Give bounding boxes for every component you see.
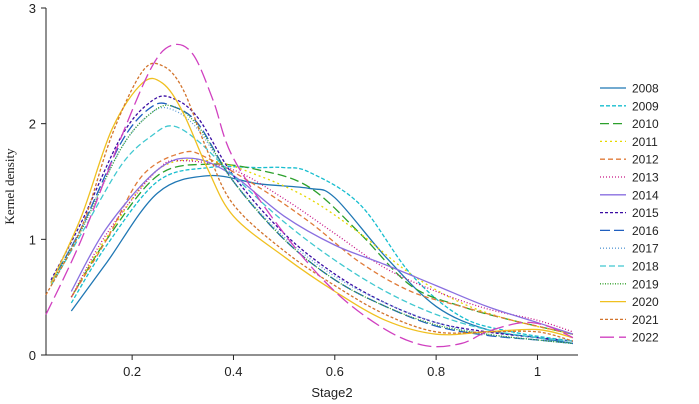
legend-label-2009: 2009 — [632, 99, 659, 113]
x-tick-label: 0.4 — [224, 364, 242, 379]
series-line-2014 — [70, 157, 574, 335]
legend-label-2019: 2019 — [632, 277, 659, 291]
legend-label-2022: 2022 — [632, 331, 659, 345]
y-axis-label: Kernel density — [2, 148, 17, 225]
legend-label-2017: 2017 — [632, 242, 659, 256]
y-axis-ticks: 0 1 2 3 — [29, 1, 46, 363]
series-line-2009 — [70, 165, 574, 342]
y-tick-label: 3 — [29, 1, 36, 16]
legend-label-2014: 2014 — [632, 188, 659, 202]
series-line-2017 — [50, 106, 573, 345]
series-line-2015 — [50, 95, 573, 342]
series-line-2022 — [45, 43, 574, 348]
legend-label-2011: 2011 — [632, 135, 658, 149]
series-line-2012 — [70, 150, 574, 335]
x-axis-ticks: 0.2 0.4 0.6 0.8 1 — [123, 355, 541, 379]
series-line-2020 — [50, 77, 574, 339]
x-axis-label: Stage2 — [311, 385, 352, 400]
series-layer — [45, 43, 574, 348]
plot-frame — [45, 8, 578, 356]
x-tick-label: 0.6 — [326, 364, 344, 379]
y-tick-label: 0 — [29, 348, 36, 363]
legend-label-2018: 2018 — [632, 260, 659, 274]
legend-label-2008: 2008 — [632, 82, 659, 96]
legend-label-2016: 2016 — [632, 224, 659, 238]
y-tick-label: 1 — [29, 232, 36, 247]
legend-label-2010: 2010 — [632, 117, 659, 131]
legend: 2008 2009 2010 2011 2012 2013 2014 2015 2016 2017… — [600, 82, 659, 345]
x-tick-label: 0.2 — [123, 364, 141, 379]
series-line-2008 — [70, 174, 574, 345]
legend-label-2021: 2021 — [632, 313, 659, 327]
series-line-2018 — [50, 125, 573, 342]
x-tick-label: 0.8 — [427, 364, 445, 379]
x-tick-label: 1 — [534, 364, 541, 379]
series-line-2019 — [50, 104, 573, 345]
series-line-2013 — [70, 159, 574, 333]
series-line-2021 — [45, 62, 574, 342]
legend-label-2015: 2015 — [632, 206, 659, 220]
legend-label-2013: 2013 — [632, 171, 659, 185]
legend-label-2020: 2020 — [632, 295, 659, 309]
legend-label-2012: 2012 — [632, 153, 659, 167]
y-tick-label: 2 — [29, 117, 36, 132]
